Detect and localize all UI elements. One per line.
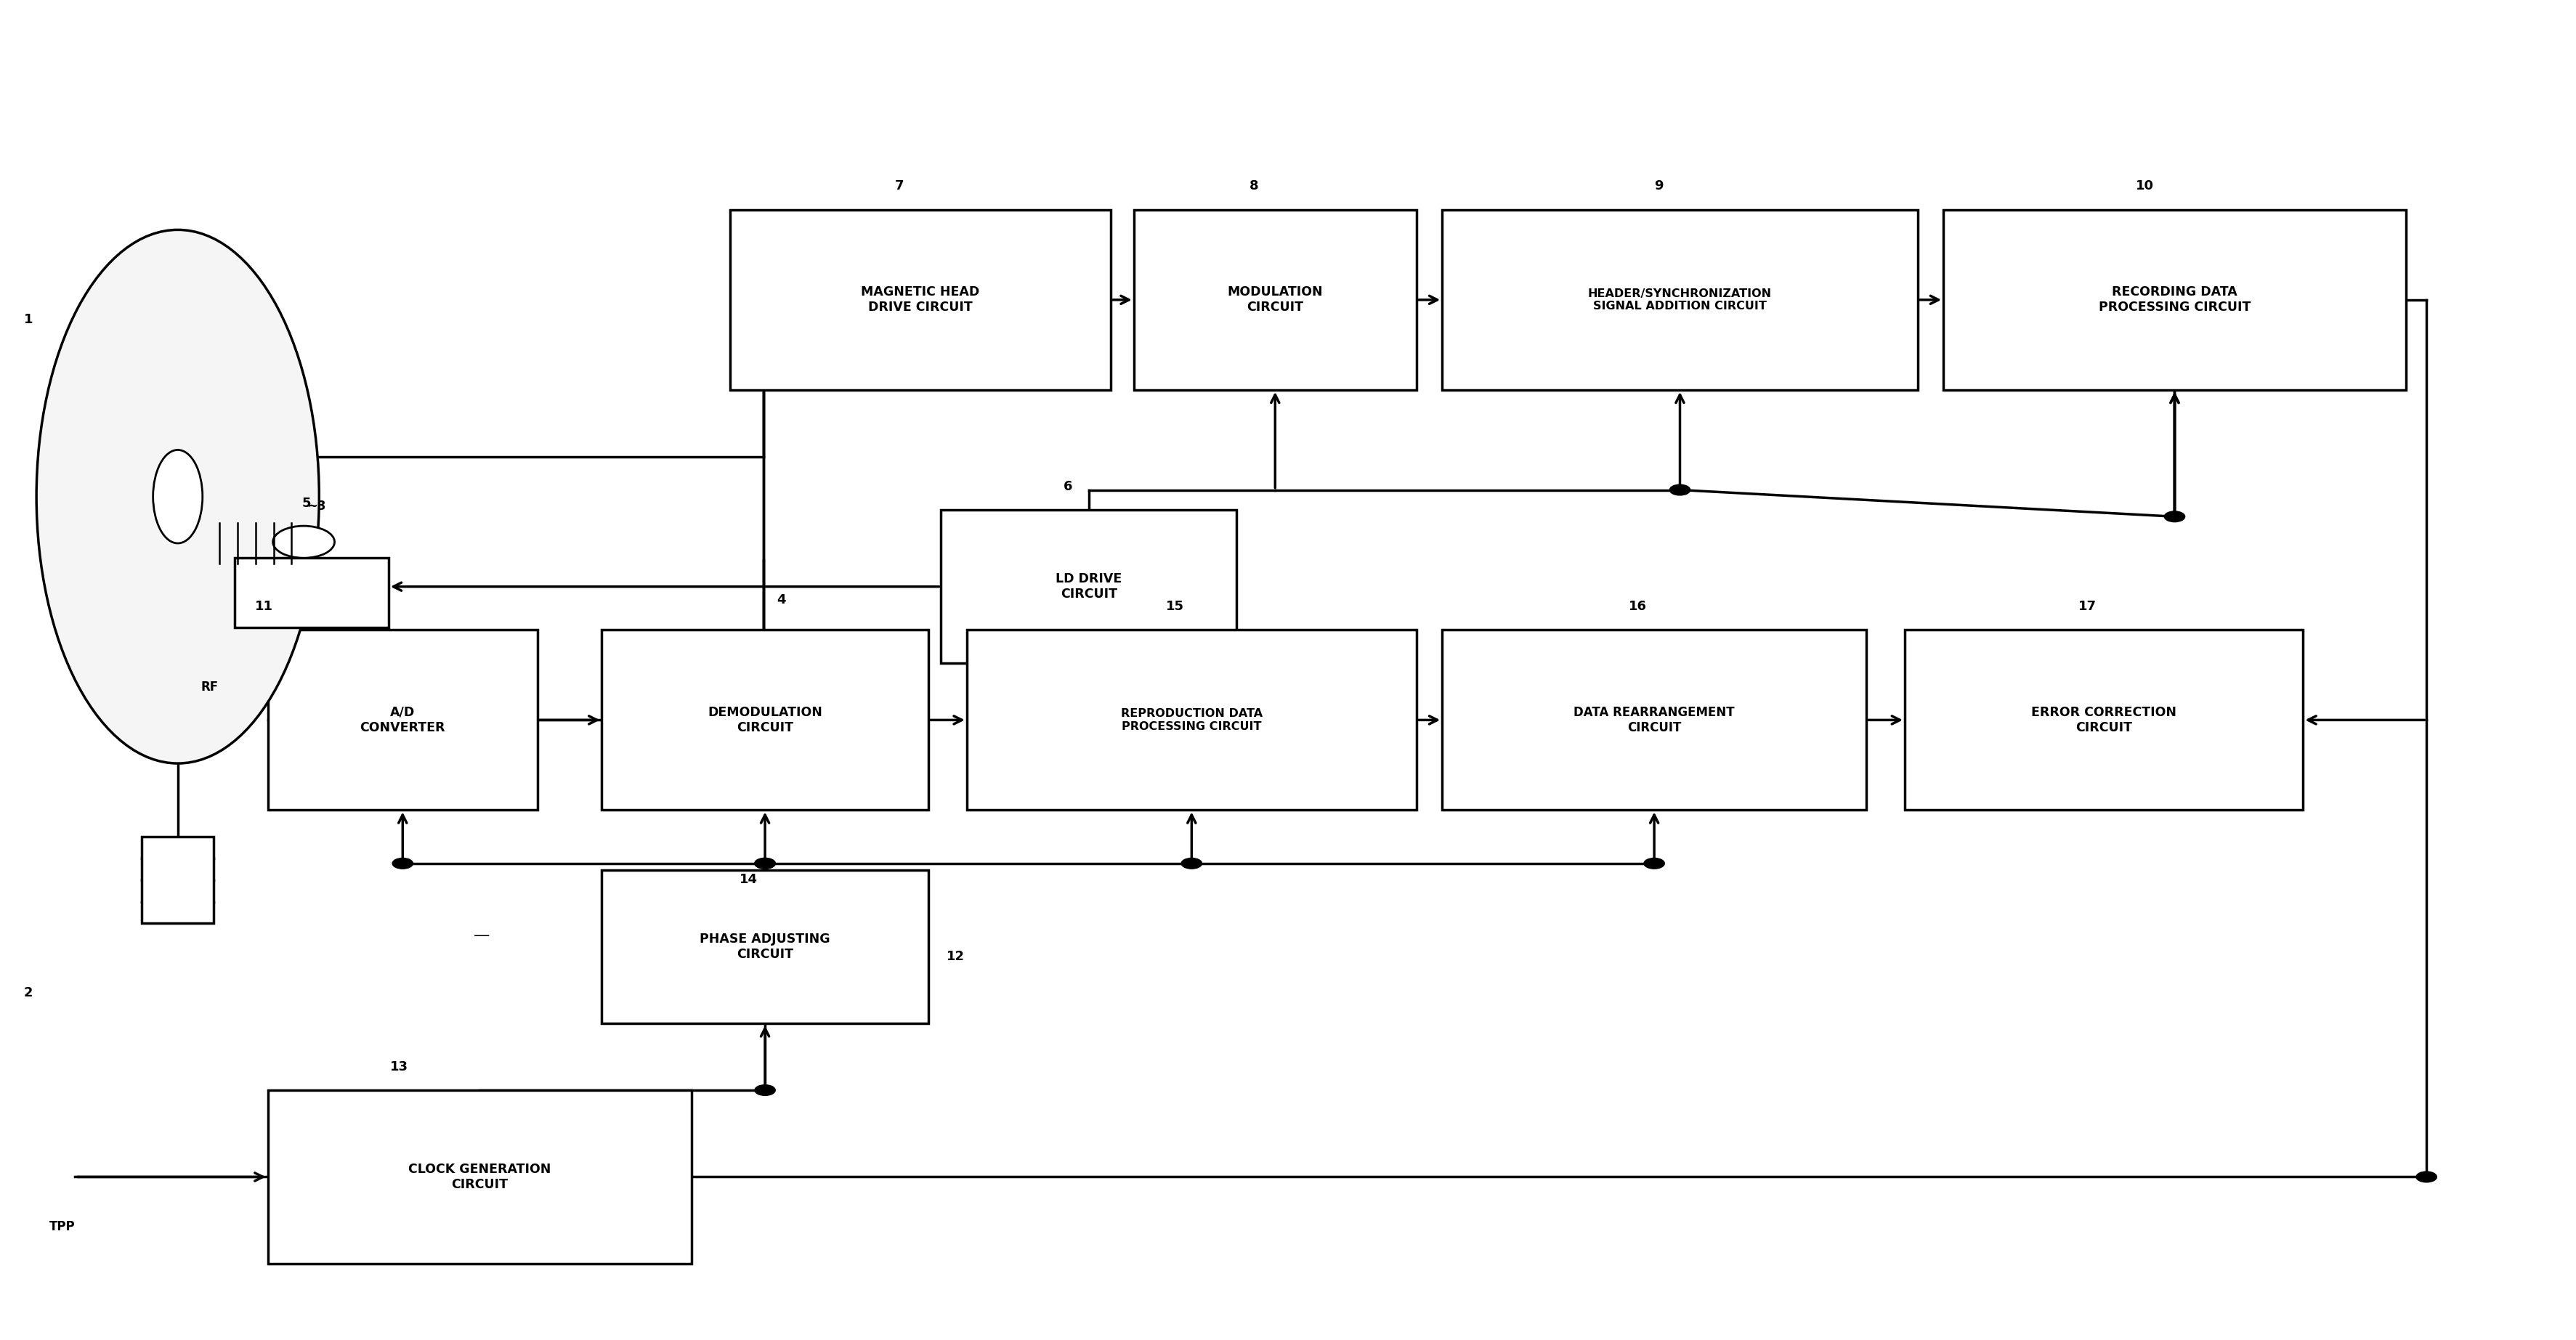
Text: MAGNETIC HEAD
DRIVE CIRCUIT: MAGNETIC HEAD DRIVE CIRCUIT <box>860 285 979 314</box>
Text: 2: 2 <box>23 986 33 1000</box>
Text: 10: 10 <box>2136 180 2154 193</box>
Ellipse shape <box>36 229 319 764</box>
Text: 4: 4 <box>775 594 786 606</box>
Text: 13: 13 <box>389 1060 407 1073</box>
FancyBboxPatch shape <box>1133 210 1417 390</box>
Ellipse shape <box>152 450 204 543</box>
FancyBboxPatch shape <box>732 210 1110 390</box>
Text: 14: 14 <box>739 874 757 886</box>
Text: 12: 12 <box>945 950 963 963</box>
FancyBboxPatch shape <box>268 1091 693 1264</box>
FancyBboxPatch shape <box>603 630 927 811</box>
Text: TPP: TPP <box>49 1221 75 1233</box>
Circle shape <box>1643 858 1664 868</box>
Circle shape <box>755 858 775 868</box>
Circle shape <box>755 858 775 868</box>
Text: DATA REARRANGEMENT
CIRCUIT: DATA REARRANGEMENT CIRCUIT <box>1574 706 1734 734</box>
Text: CLOCK GENERATION
CIRCUIT: CLOCK GENERATION CIRCUIT <box>410 1163 551 1191</box>
Text: 7: 7 <box>894 180 904 193</box>
Text: DEMODULATION
CIRCUIT: DEMODULATION CIRCUIT <box>708 706 822 734</box>
Text: 15: 15 <box>1167 600 1185 612</box>
Text: —: — <box>474 929 489 943</box>
Circle shape <box>273 525 335 557</box>
Text: LD DRIVE
CIRCUIT: LD DRIVE CIRCUIT <box>1056 572 1123 600</box>
Text: REPRODUCTION DATA
PROCESSING CIRCUIT: REPRODUCTION DATA PROCESSING CIRCUIT <box>1121 709 1262 732</box>
Text: 6: 6 <box>1064 480 1072 493</box>
Text: HEADER/SYNCHRONIZATION
SIGNAL ADDITION CIRCUIT: HEADER/SYNCHRONIZATION SIGNAL ADDITION C… <box>1587 288 1772 312</box>
Circle shape <box>1669 485 1690 496</box>
Bar <box>234 557 389 627</box>
Circle shape <box>755 1085 775 1096</box>
FancyBboxPatch shape <box>1443 630 1865 811</box>
Circle shape <box>2164 512 2184 523</box>
Circle shape <box>1182 858 1203 868</box>
Text: 5: 5 <box>301 497 312 511</box>
Text: 11: 11 <box>255 600 273 612</box>
Text: PHASE ADJUSTING
CIRCUIT: PHASE ADJUSTING CIRCUIT <box>701 933 829 961</box>
Circle shape <box>2416 1171 2437 1182</box>
Bar <box>142 836 214 923</box>
Circle shape <box>392 858 412 868</box>
Text: ~3: ~3 <box>307 500 325 513</box>
FancyBboxPatch shape <box>1942 210 2406 390</box>
Text: 8: 8 <box>1249 180 1260 193</box>
Text: 9: 9 <box>1654 180 1664 193</box>
Text: RECORDING DATA
PROCESSING CIRCUIT: RECORDING DATA PROCESSING CIRCUIT <box>2099 285 2251 314</box>
FancyBboxPatch shape <box>940 511 1236 663</box>
FancyBboxPatch shape <box>268 630 538 811</box>
Text: RF: RF <box>201 681 219 694</box>
Text: 1: 1 <box>23 314 33 326</box>
FancyBboxPatch shape <box>603 870 927 1024</box>
FancyBboxPatch shape <box>1904 630 2303 811</box>
FancyBboxPatch shape <box>966 630 1417 811</box>
Text: 16: 16 <box>1628 600 1646 612</box>
Text: A/D
CONVERTER: A/D CONVERTER <box>361 706 446 734</box>
Text: 17: 17 <box>2079 600 2097 612</box>
Text: MODULATION
CIRCUIT: MODULATION CIRCUIT <box>1226 285 1324 314</box>
Text: ERROR CORRECTION
CIRCUIT: ERROR CORRECTION CIRCUIT <box>2032 706 2177 734</box>
FancyBboxPatch shape <box>1443 210 1917 390</box>
